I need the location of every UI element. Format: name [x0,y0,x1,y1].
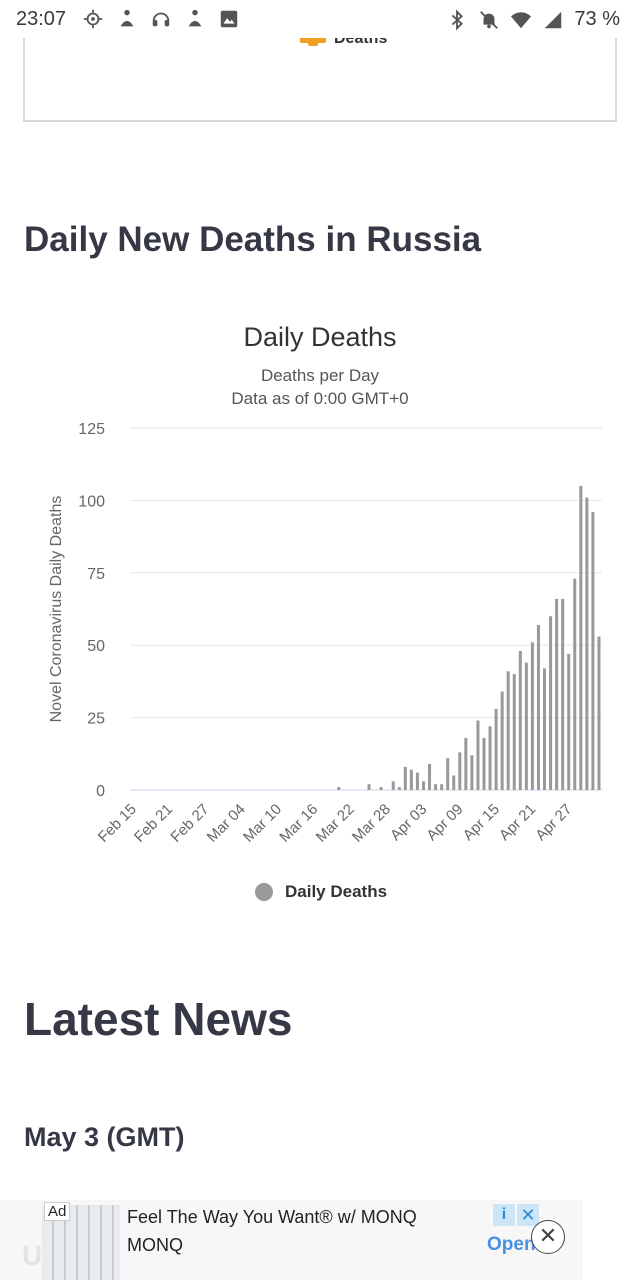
y-tick-label: 0 [96,783,105,800]
bar[interactable] [536,624,540,790]
ad-title[interactable]: Feel The Way You Want® w/ MONQ [127,1207,417,1227]
wifi-icon [511,11,532,28]
bar[interactable] [337,787,341,790]
close-circle-icon[interactable]: ✕ [531,1220,565,1254]
close-icon[interactable]: ✕ [517,1204,539,1226]
bar[interactable] [543,668,547,790]
bar[interactable] [567,653,571,790]
bar[interactable] [585,497,589,790]
bar[interactable] [518,650,522,790]
bar[interactable] [494,708,498,790]
bar[interactable] [452,775,456,790]
y-axis-label: Novel Coronavirus Daily Deaths [48,496,65,723]
y-tick-label: 100 [78,493,105,510]
bar[interactable] [591,511,595,790]
bar[interactable] [530,642,534,790]
ad-open-button[interactable]: Open [487,1234,536,1255]
status-bar: 23:07 73 % [0,0,640,38]
bar[interactable] [488,726,492,790]
bar[interactable] [482,737,486,790]
bar[interactable] [440,784,444,790]
y-tick-label: 125 [78,421,105,438]
x-tick-label: Apr 27 [532,801,575,844]
section-title: Daily New Deaths in Russia [24,220,482,259]
chart-title: Daily Deaths [243,322,397,352]
ad-tag: Ad [44,1202,71,1221]
bar[interactable] [555,598,559,790]
notification-icons [82,8,240,30]
daily-deaths-chart: 0 25 50 75 100 125 Novel Coronavirus Daily Dea… [0,310,640,930]
chart-subtitle: Deaths per Day [260,366,380,385]
x-tick-label: Mar 22 [313,801,358,846]
x-tick-label: Mar 10 [240,801,285,846]
bar[interactable] [367,784,371,790]
y-tick-label: 25 [87,711,105,728]
battery-level: 73 % [574,8,620,30]
bar[interactable] [470,755,474,790]
signal-icon [545,11,562,28]
headset-icon [152,12,170,27]
bar[interactable] [421,781,425,790]
bar[interactable] [579,485,583,790]
x-tick-label: Mar 16 [276,801,321,846]
latest-news-title: Latest News [24,993,293,1045]
bar[interactable] [500,691,504,790]
bar[interactable] [476,720,480,790]
ad-brand[interactable]: MONQ [127,1235,183,1255]
gear-icon [83,9,103,29]
bar[interactable] [561,598,565,790]
bluetooth-icon [452,9,464,30]
x-tick-label: Feb 27 [167,801,212,846]
bar[interactable] [397,787,401,790]
legend-swatch [300,32,326,46]
y-tick-label: 75 [87,566,105,583]
bar[interactable] [524,662,528,790]
chart-legend[interactable]: Daily Deaths [255,882,387,902]
x-tick-label: Feb 21 [131,801,176,846]
y-tick-label: 50 [87,638,105,655]
figure-icon [188,9,202,27]
x-tick-label: Feb 15 [95,801,140,846]
figure-icon [120,9,134,27]
chart-canvas: 0 25 50 75 100 125 Novel Coronavirus Daily Dea… [48,421,602,846]
bar[interactable] [506,671,510,790]
bar[interactable] [403,766,407,790]
chart-data-note: Data as of 0:00 GMT+0 [231,389,409,408]
bar[interactable] [446,758,450,790]
status-time: 23:07 [16,8,67,30]
bar[interactable] [428,763,432,790]
info-icon[interactable]: i [493,1204,515,1226]
bar[interactable] [415,772,419,790]
image-icon [220,10,238,28]
x-tick-label: Apr 15 [460,801,503,844]
bar[interactable] [464,737,468,790]
bar[interactable] [434,784,438,790]
bar[interactable] [391,781,395,790]
x-tick-label: Apr 09 [423,801,466,844]
news-date: May 3 (GMT) [24,1122,185,1152]
legend-dot [255,883,273,901]
bar[interactable] [573,578,577,790]
bar[interactable] [458,752,462,790]
ad-faded-text: U [22,1240,43,1271]
bar[interactable] [379,787,383,790]
x-tick-label: Mar 04 [204,801,249,846]
system-icons: 73 % [446,8,620,31]
bell-muted-icon [480,10,499,29]
bar[interactable] [409,769,413,790]
x-tick-label: Mar 28 [349,801,394,846]
bar[interactable] [549,616,553,790]
x-tick-label: Apr 03 [387,801,430,844]
x-tick-label: Apr 21 [496,801,539,844]
bar[interactable] [512,674,516,790]
legend-label: Daily Deaths [285,882,388,901]
bar[interactable] [597,636,601,790]
